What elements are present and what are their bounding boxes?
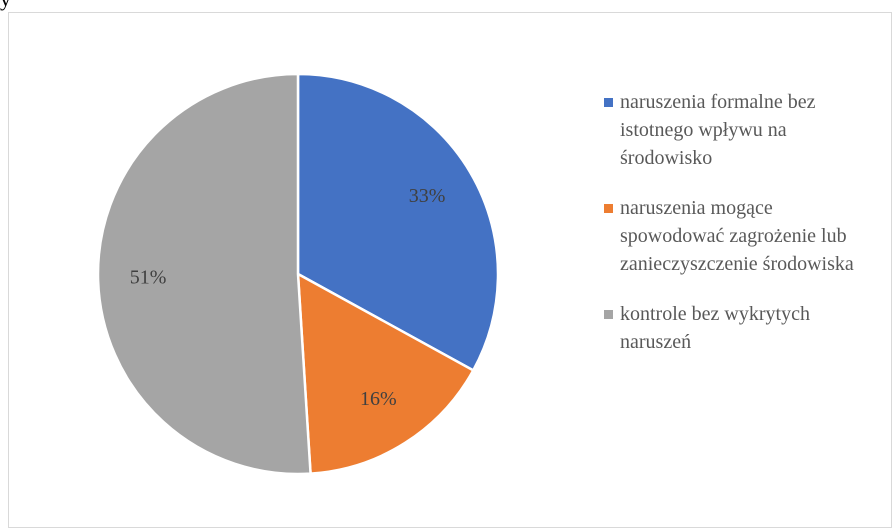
data-label: 16% — [360, 388, 397, 410]
legend-label: naruszenia mogące spowodować zagrożenie … — [620, 197, 854, 275]
data-label: 51% — [130, 266, 167, 288]
legend: naruszenia formalne bez istotnego wpływu… — [600, 88, 880, 378]
chart-frame — [8, 12, 892, 528]
pie-slice — [296, 72, 500, 373]
legend-label: kontrole bez wykrytych naruszeń — [620, 303, 810, 353]
legend-swatch — [604, 310, 613, 319]
pie-slice — [296, 271, 475, 475]
pie-slice — [96, 72, 312, 476]
legend-swatch — [604, 98, 613, 107]
text-fragment: y — [0, 0, 11, 12]
legend-swatch — [604, 204, 613, 213]
legend-item: naruszenia formalne bez istotnego wpływu… — [600, 88, 880, 172]
legend-item: kontrole bez wykrytych naruszeń — [600, 300, 880, 356]
data-label: 33% — [409, 185, 446, 207]
legend-label: naruszenia formalne bez istotnego wpływu… — [620, 91, 816, 169]
legend-item: naruszenia mogące spowodować zagrożenie … — [600, 194, 880, 278]
